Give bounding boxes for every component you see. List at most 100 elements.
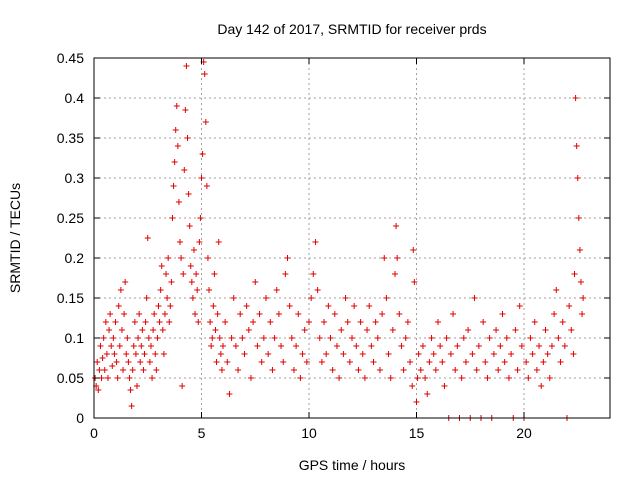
y-tick-label: 0.05 <box>57 370 84 386</box>
data-point <box>402 335 409 341</box>
data-point <box>125 359 132 365</box>
data-point <box>316 335 323 341</box>
data-point <box>370 359 377 365</box>
data-point <box>128 403 135 409</box>
data-point <box>96 367 103 373</box>
data-point <box>168 279 175 285</box>
data-point <box>146 359 153 365</box>
data-point <box>275 311 282 317</box>
x-tick-labels: 0 5 10 15 20 <box>90 425 532 441</box>
data-point <box>518 343 525 349</box>
data-point <box>120 367 127 373</box>
chart-title: Day 142 of 2017, SRMTID for receiver prd… <box>217 21 486 37</box>
data-point <box>450 311 457 317</box>
data-point <box>574 175 581 181</box>
data-point <box>106 327 113 333</box>
data-point <box>260 335 267 341</box>
data-point <box>411 279 418 285</box>
data-point <box>180 271 187 277</box>
data-point <box>150 327 157 333</box>
data-point <box>226 391 233 397</box>
data-point <box>414 375 421 381</box>
data-point <box>201 71 208 77</box>
data-point <box>398 343 405 349</box>
data-point <box>100 335 107 341</box>
data-point <box>484 375 491 381</box>
data-point <box>290 367 297 373</box>
data-point <box>141 351 148 357</box>
data-point <box>213 359 220 365</box>
data-point <box>490 351 497 357</box>
data-point <box>113 359 120 365</box>
data-point <box>136 311 143 317</box>
data-point <box>112 319 119 325</box>
data-point <box>132 351 139 357</box>
data-point <box>308 295 315 301</box>
data-point <box>297 375 304 381</box>
data-point <box>102 319 109 325</box>
data-point <box>182 107 189 113</box>
data-point <box>152 351 159 357</box>
data-point <box>379 311 386 317</box>
data-point <box>143 295 150 301</box>
data-point <box>237 311 244 317</box>
data-point <box>222 319 229 325</box>
data-point <box>577 279 584 285</box>
data-point <box>293 343 300 349</box>
data-point <box>493 327 500 333</box>
data-point <box>210 303 217 309</box>
x-tick-label: 15 <box>409 425 425 441</box>
data-point <box>430 351 437 357</box>
data-point <box>265 351 272 357</box>
data-point <box>447 351 454 357</box>
data-point <box>422 375 429 381</box>
data-point <box>109 363 116 369</box>
data-point <box>306 319 312 325</box>
data-point <box>351 303 358 309</box>
data-point <box>327 335 334 341</box>
data-point <box>471 295 478 301</box>
data-point <box>160 351 167 357</box>
data-point <box>178 255 185 261</box>
data-point <box>514 367 521 373</box>
data-point <box>333 343 340 349</box>
data-point <box>454 343 461 349</box>
data-point <box>538 383 545 389</box>
data-point <box>194 287 201 293</box>
data-point <box>228 335 235 341</box>
data-point <box>340 351 347 357</box>
data-point <box>171 159 178 165</box>
data-point <box>196 239 203 245</box>
y-tick-label: 0.35 <box>57 130 84 146</box>
data-point <box>166 319 173 325</box>
data-point <box>361 375 368 381</box>
data-point <box>94 359 101 365</box>
data-point <box>190 247 197 253</box>
data-point <box>475 343 482 349</box>
data-point <box>407 359 414 365</box>
data-point <box>575 215 582 221</box>
data-point <box>212 327 219 333</box>
data-point <box>572 95 579 101</box>
data-point <box>295 311 302 317</box>
data-point <box>278 343 285 349</box>
data-point <box>114 375 121 381</box>
data-point <box>154 335 161 341</box>
data-point <box>122 279 129 285</box>
data-point <box>269 367 276 373</box>
y-tick-label: 0.45 <box>57 50 84 66</box>
data-point <box>555 335 562 341</box>
data-point <box>241 351 248 357</box>
data-point <box>134 383 140 389</box>
data-point <box>374 335 381 341</box>
data-point <box>389 327 396 333</box>
data-point <box>97 343 104 349</box>
data-points <box>92 59 587 421</box>
data-point <box>385 351 392 357</box>
data-point <box>284 255 291 261</box>
data-point <box>116 343 123 349</box>
data-point <box>557 359 564 365</box>
data-point <box>156 319 163 325</box>
data-point <box>149 375 156 381</box>
data-point <box>393 223 400 229</box>
